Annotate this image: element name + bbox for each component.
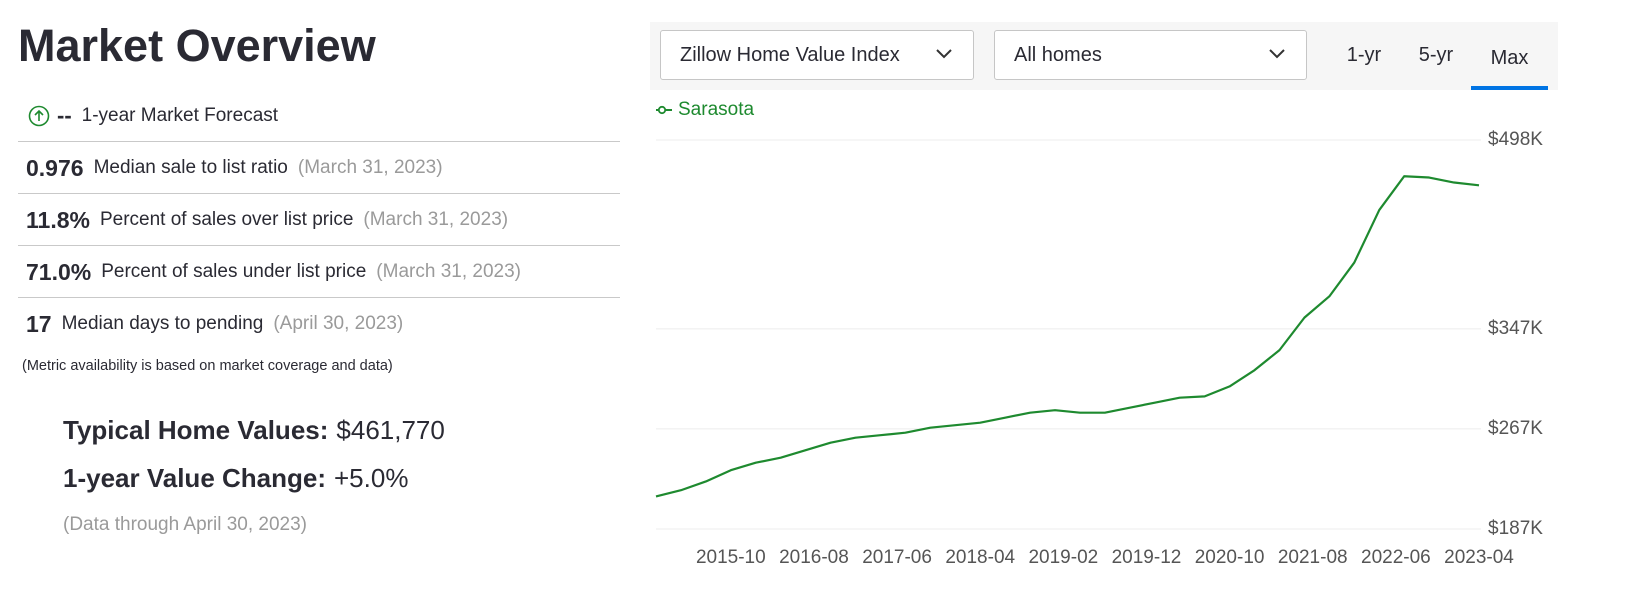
index-dropdown[interactable]: Zillow Home Value Index bbox=[660, 30, 974, 80]
y-tick-label: $498K bbox=[1488, 129, 1543, 150]
value-change-amount: +5.0% bbox=[334, 463, 409, 493]
home-type-dropdown[interactable]: All homes bbox=[994, 30, 1307, 80]
chevron bbox=[936, 49, 952, 59]
range-tab[interactable]: 5-yr bbox=[1418, 43, 1454, 66]
metric-value: 11.8% bbox=[26, 206, 90, 233]
up-arrow-icon bbox=[28, 105, 50, 127]
x-tick-label: 2019-12 bbox=[1112, 547, 1182, 568]
note: (Metric availability is based on market … bbox=[22, 358, 393, 374]
x-tick-label: 2015-10 bbox=[696, 547, 766, 568]
metric-date: (March 31, 2023) bbox=[376, 261, 521, 282]
y-tick-label: $187K bbox=[1488, 518, 1543, 539]
legend-label: Sarasota bbox=[678, 99, 754, 120]
metric-label: Median days to pending bbox=[61, 313, 264, 334]
chevron bbox=[1269, 49, 1285, 59]
range-tab[interactable]: Max bbox=[1471, 30, 1548, 90]
x-tick-label: 2016-08 bbox=[779, 547, 849, 568]
metric-row: 11.8% Percent of sales over list price (Ma… bbox=[18, 193, 620, 246]
x-tick-label: 2021-08 bbox=[1278, 547, 1348, 568]
metric-value: 17 bbox=[26, 310, 52, 337]
chart: $187K $267K $347K $498K 2015-10 2016-08 2017-0… bbox=[655, 99, 1543, 568]
metric-row: 71.0% Percent of sales under list price (M… bbox=[18, 245, 620, 298]
metric-label: Median sale to list ratio bbox=[93, 157, 288, 178]
home-value: Typical Home Values: $461,770 bbox=[63, 415, 445, 446]
x-tick-label: 2019-02 bbox=[1028, 547, 1098, 568]
index-dropdown-text: Zillow Home Value Index bbox=[680, 43, 900, 66]
page-title: Market Overview bbox=[18, 20, 376, 71]
legend-icon bbox=[657, 105, 667, 115]
metric-label: Percent of sales over list price bbox=[99, 209, 354, 230]
metric-date: (March 31, 2023) bbox=[297, 157, 443, 178]
metric-value: 0.976 bbox=[26, 154, 84, 181]
metric-date: (April 30, 2023) bbox=[273, 313, 404, 334]
value-change: 1-year Value Change: +5.0% bbox=[63, 463, 408, 494]
x-tick-label: 2018-04 bbox=[945, 547, 1015, 568]
x-tick-label: 2020-10 bbox=[1195, 547, 1265, 568]
home-value-label: Typical Home Values: bbox=[63, 415, 329, 445]
y-tick-label: $347K bbox=[1488, 318, 1543, 339]
x-tick-label: 2023-04 bbox=[1444, 547, 1514, 568]
home-type-dropdown-text: All homes bbox=[1014, 43, 1102, 66]
forecast-value: -- bbox=[57, 103, 72, 128]
range-tab[interactable]: 1-yr bbox=[1346, 43, 1382, 66]
x-tick-label: 2017-06 bbox=[862, 547, 932, 568]
y-tick-label: $267K bbox=[1488, 418, 1543, 439]
metric-value: 71.0% bbox=[26, 258, 92, 285]
metric-label: Percent of sales under list price bbox=[101, 261, 367, 282]
series-line bbox=[655, 175, 1480, 498]
value-change-label: 1-year Value Change: bbox=[63, 463, 326, 493]
metric-date: (March 31, 2023) bbox=[363, 209, 509, 230]
forecast: -- 1-year Market Forecast bbox=[28, 100, 278, 132]
data-through: (Data through April 30, 2023) bbox=[63, 514, 307, 535]
forecast-label: 1-year Market Forecast bbox=[81, 105, 279, 126]
metric-row: 0.976 Median sale to list ratio (March 31,… bbox=[18, 141, 620, 194]
metric-row: 17 Median days to pending (April 30, 2023) bbox=[18, 297, 620, 350]
x-tick-label: 2022-06 bbox=[1361, 547, 1431, 568]
home-value-amount: $461,770 bbox=[336, 415, 445, 445]
